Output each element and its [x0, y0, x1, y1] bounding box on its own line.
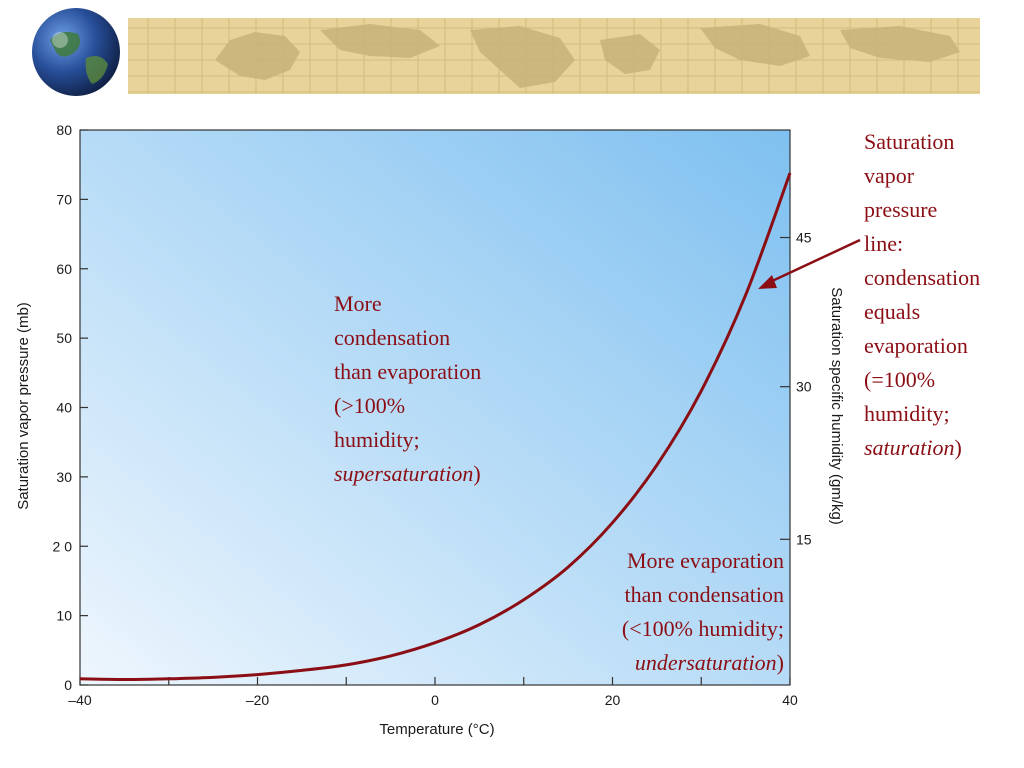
annotation-arrow [758, 238, 861, 289]
x-tick-label: 20 [605, 692, 621, 708]
y-tick-label: 80 [56, 122, 72, 138]
y-tick-label: 40 [56, 400, 72, 416]
globe-icon [32, 8, 120, 96]
annotation-line: More evaporation [627, 548, 784, 573]
y-tick-label: 70 [56, 191, 72, 207]
y2-tick-label: 30 [796, 379, 812, 395]
plot-area [80, 130, 790, 685]
annotation-line: (<100% humidity; [621, 616, 784, 641]
tick-marks [79, 129, 791, 686]
y-tick-label: 60 [56, 261, 72, 277]
x-tick-label: –40 [68, 692, 92, 708]
x-tick-label: 0 [431, 692, 439, 708]
annotation-line: More [334, 291, 382, 316]
annotation-line: humidity; [864, 401, 950, 426]
x-tick-label: –20 [246, 692, 270, 708]
y-tick-label: 2 0 [53, 538, 73, 554]
annotation-undersaturation: More evaporation than condensation (<100… [622, 544, 784, 680]
annotation-line: vapor [864, 163, 915, 188]
annotation-saturation-line: Saturation vapor pressure line: condensa… [864, 125, 980, 465]
header-banner [32, 8, 980, 96]
y2-tick-label: 15 [796, 531, 812, 547]
annotation-line: supersaturation) [334, 457, 481, 491]
annotation-supersaturation: More condensation than evaporation (>100… [334, 287, 481, 491]
annotation-line: condensation [334, 325, 451, 350]
annotation-line: equals [864, 299, 921, 324]
saturation-vapor-pressure-curve [79, 172, 792, 682]
annotation-line: Saturation [864, 129, 955, 154]
annotation-italic: saturation [864, 435, 955, 460]
y-tick-label: 0 [64, 677, 72, 693]
annotation-line: condensation [864, 265, 981, 290]
y-tick-label: 30 [56, 469, 72, 485]
annotation-tail: ) [473, 461, 481, 486]
annotation-line: evaporation [864, 333, 968, 358]
annotation-italic: supersaturation [334, 461, 474, 486]
y-axis-label: Saturation vapor pressure (mb) [15, 302, 32, 510]
banner-map-land [215, 24, 960, 88]
y-tick-label: 50 [56, 330, 72, 346]
annotation-line: undersaturation) [622, 646, 784, 680]
annotation-italic: undersaturation [634, 650, 777, 675]
y-tick-label: 10 [56, 608, 72, 624]
annotation-line: line: [864, 231, 904, 256]
annotation-line: pressure [864, 197, 938, 222]
x-axis-label: Temperature (°C) [379, 721, 494, 738]
annotation-line: humidity; [334, 427, 420, 452]
x-tick-label: 40 [782, 692, 798, 708]
annotation-tail: ) [776, 650, 784, 675]
annotation-line: than evaporation [334, 359, 482, 384]
y2-tick-label: 45 [796, 230, 812, 246]
annotation-line: saturation) [864, 431, 980, 465]
annotation-line: than condensation [624, 582, 784, 607]
annotation-tail: ) [954, 435, 962, 460]
annotation-line: (>100% [334, 393, 406, 418]
secondary-y-axis-label: Saturation specific humidity (gm/kg) [828, 287, 845, 525]
annotation-line: (=100% [864, 367, 936, 392]
